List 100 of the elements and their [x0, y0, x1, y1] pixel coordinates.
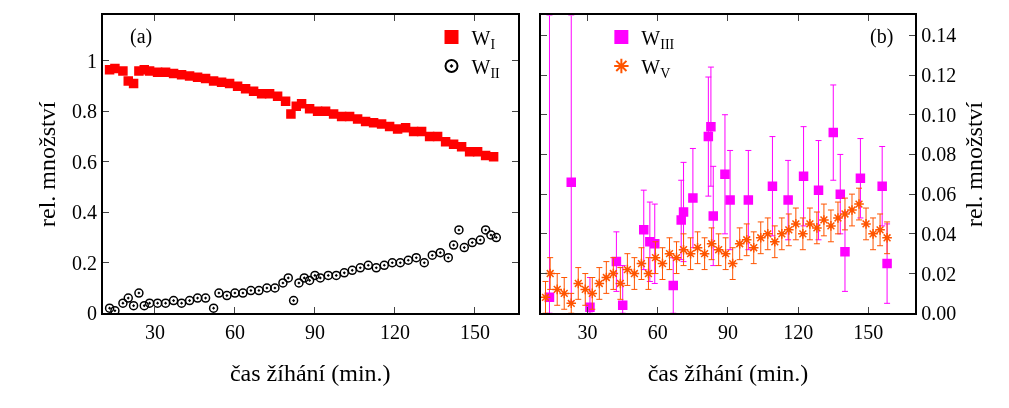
point [339, 268, 350, 278]
point [272, 91, 283, 101]
point [670, 252, 683, 264]
point [168, 295, 179, 306]
point [621, 264, 633, 276]
point [853, 198, 865, 210]
point [238, 288, 248, 298]
point [286, 109, 296, 119]
legend-label: W$_{III}$ [641, 26, 675, 52]
point [491, 232, 502, 243]
point [315, 273, 326, 283]
point [846, 204, 858, 216]
legend-label: W$_{II}$ [471, 55, 501, 81]
point [299, 273, 310, 283]
point [649, 252, 662, 264]
point [677, 244, 690, 256]
point [600, 271, 612, 284]
x-axis-title: čas žíhání (min.) [647, 360, 809, 387]
point [703, 131, 714, 142]
point [355, 263, 366, 273]
point [706, 238, 718, 250]
x-tick-label: 30 [144, 321, 165, 344]
point [200, 293, 211, 303]
point [459, 242, 470, 253]
legend-label: W$_{V}$ [641, 55, 671, 81]
point [762, 228, 774, 240]
annotation: (a) [130, 25, 153, 48]
point [593, 277, 605, 290]
point [668, 280, 678, 291]
y2-axis-title: rel. množství [960, 101, 987, 228]
point [741, 234, 753, 246]
point [118, 66, 128, 76]
point [328, 109, 339, 119]
x-tick-label: 90 [304, 321, 325, 344]
point [304, 104, 315, 114]
point [392, 124, 403, 134]
point [617, 300, 628, 311]
point [832, 212, 844, 224]
point [160, 298, 171, 308]
y2-tick-label: 0.06 [921, 183, 957, 206]
point [208, 303, 219, 313]
point [544, 267, 556, 280]
point [128, 300, 139, 311]
x-axis-title: čas žíhání (min.) [229, 360, 391, 387]
point [720, 248, 732, 260]
point [176, 70, 187, 80]
point [678, 207, 689, 217]
point [488, 152, 499, 162]
point [128, 78, 139, 89]
point [706, 121, 716, 132]
point [860, 218, 872, 230]
legend-label: W$_{I}$ [471, 26, 496, 52]
point [713, 244, 725, 256]
point [635, 258, 647, 270]
point [123, 293, 134, 303]
point [448, 139, 459, 149]
point [828, 127, 839, 138]
point [310, 270, 320, 281]
point [572, 277, 584, 290]
point [192, 293, 203, 303]
point [475, 235, 486, 245]
point [152, 298, 163, 308]
point [825, 220, 837, 232]
point [720, 169, 730, 180]
point [840, 246, 850, 257]
point [331, 270, 342, 281]
point [270, 283, 280, 293]
y-tick-label: 0.4 [71, 201, 97, 224]
point [230, 288, 240, 298]
point [254, 285, 264, 296]
point [566, 177, 576, 187]
point [818, 214, 830, 226]
point [639, 225, 649, 235]
point [443, 252, 454, 263]
y-tick-label: 0.2 [71, 251, 97, 274]
point [839, 208, 851, 220]
point [877, 181, 887, 191]
point [387, 258, 398, 268]
y2-tick-label: 0.10 [921, 103, 957, 126]
point [586, 287, 598, 299]
point [214, 288, 224, 298]
point [767, 181, 778, 191]
point [813, 185, 824, 195]
point [663, 248, 676, 260]
point [280, 96, 291, 107]
point [769, 236, 781, 248]
x-tick-label: 150 [459, 321, 490, 344]
point [743, 195, 754, 205]
point [607, 267, 619, 280]
point [294, 278, 304, 288]
point [403, 255, 414, 265]
x-tick-label: 150 [853, 321, 884, 344]
point [480, 225, 491, 235]
point [304, 275, 315, 286]
point [139, 300, 150, 311]
point [755, 232, 767, 244]
point [400, 123, 411, 133]
point [676, 215, 686, 225]
point [222, 290, 232, 301]
point [379, 260, 390, 271]
